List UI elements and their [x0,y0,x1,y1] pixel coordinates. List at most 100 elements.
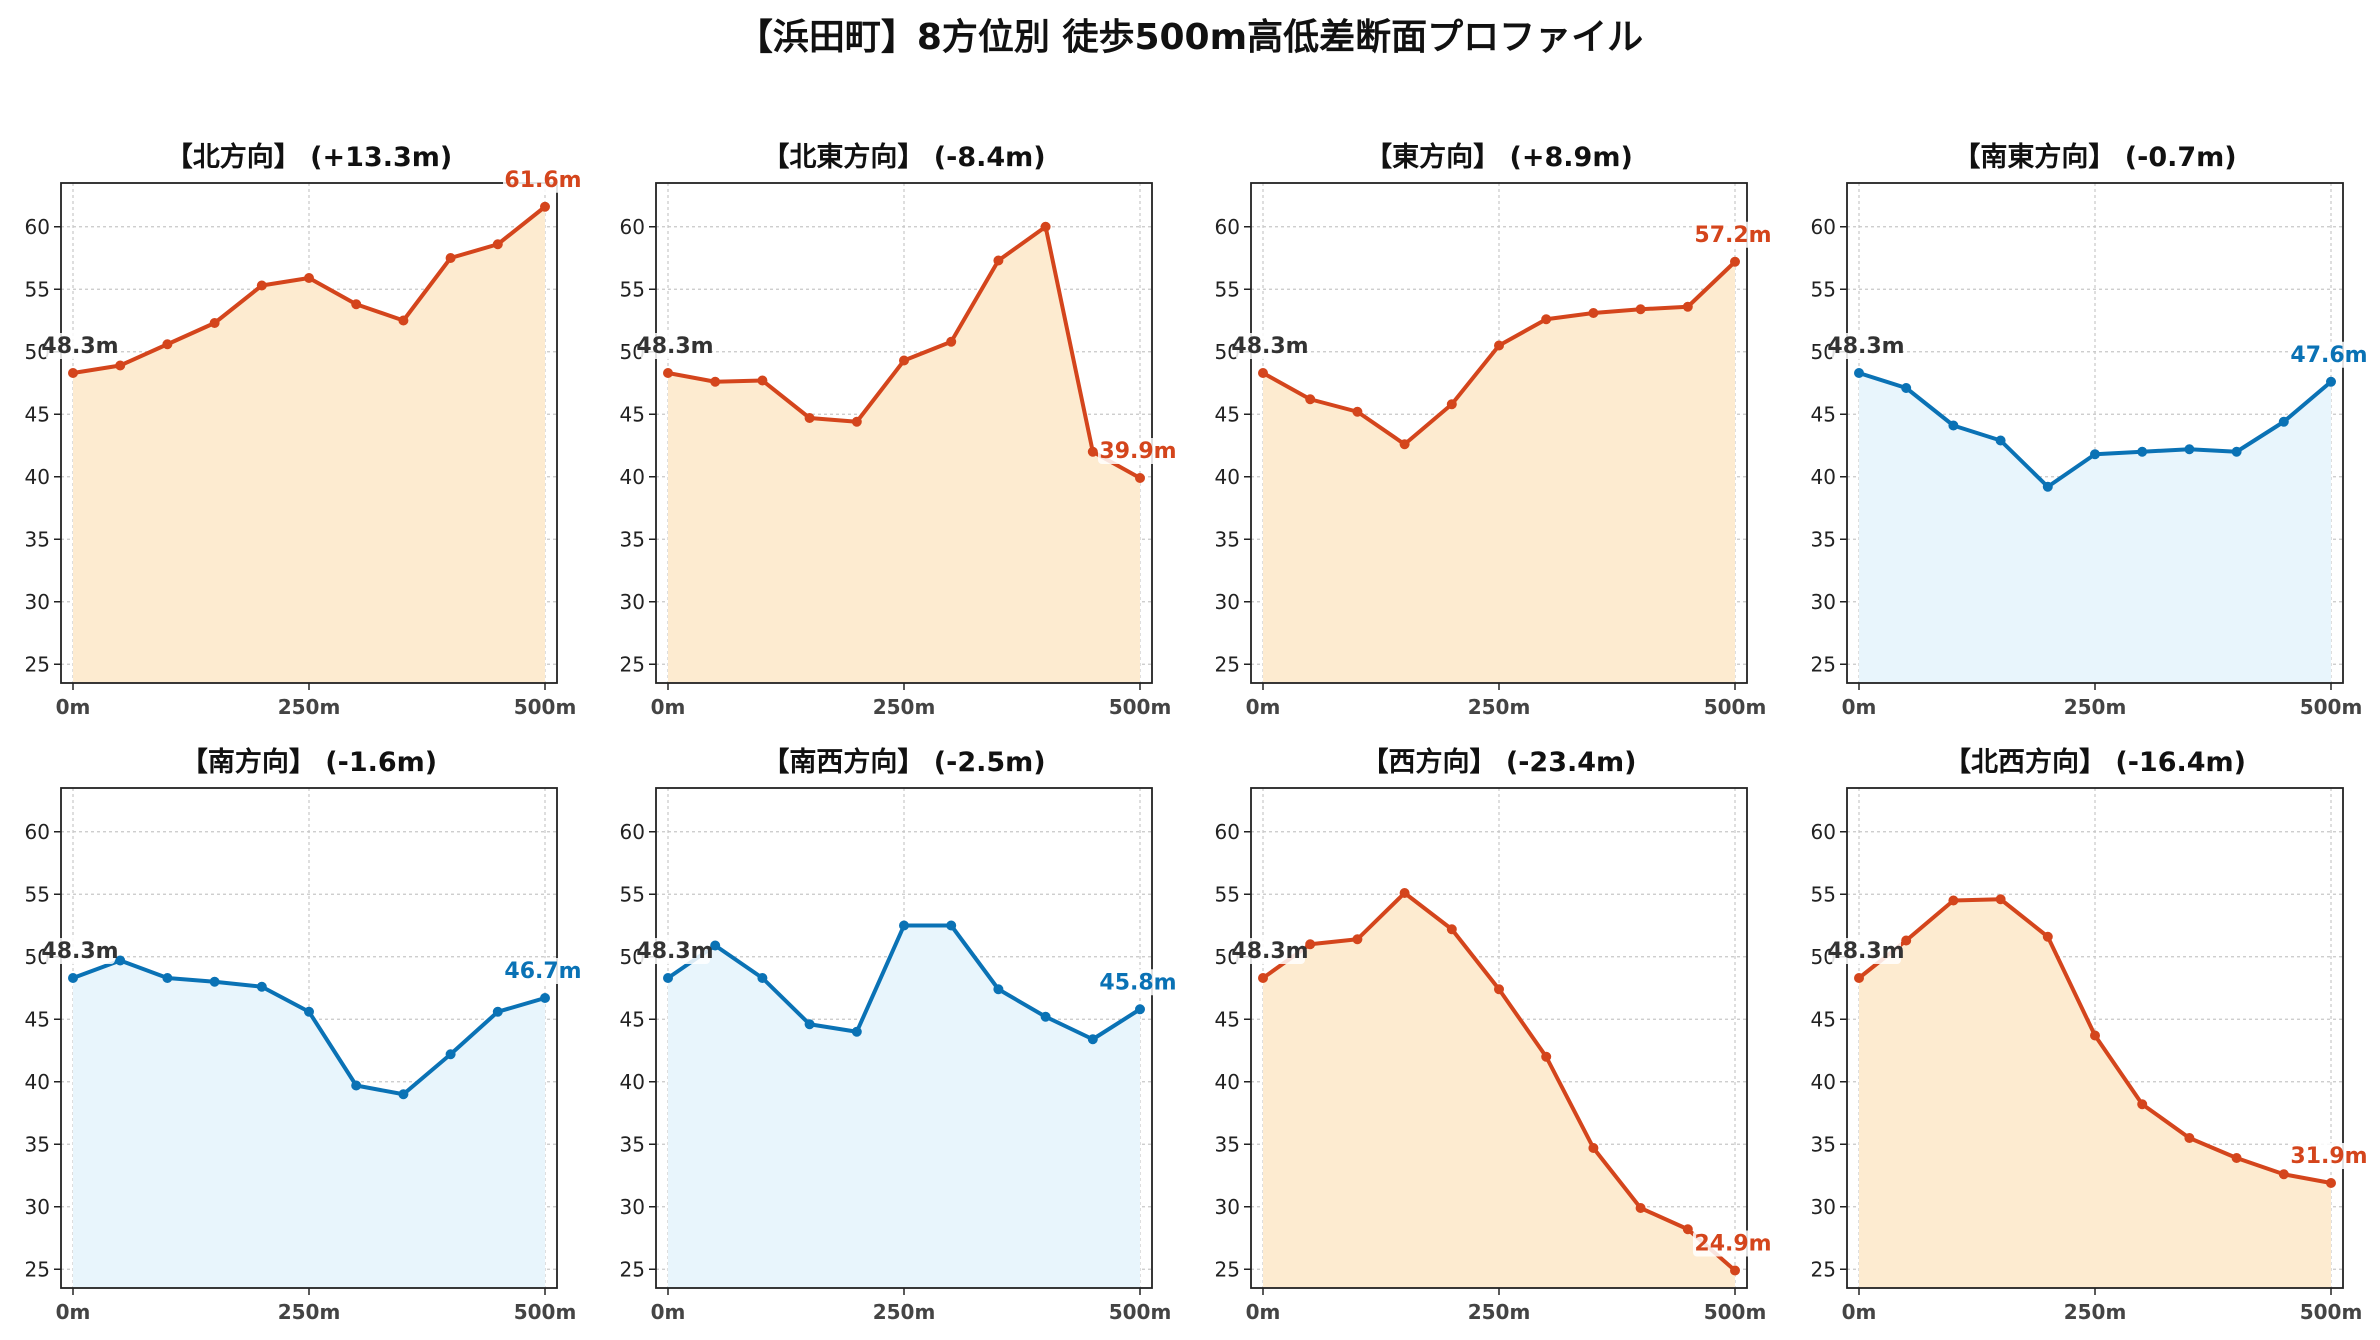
y-tick-label: 25 [620,652,645,676]
x-tick-label: 250m [278,695,341,719]
data-point [1730,1265,1740,1276]
panel-title: 【北東方向】 (-8.4m) [762,141,1045,173]
data-point [851,416,862,427]
x-tick-label: 500m [514,1300,577,1324]
y-tick-label: 35 [620,527,645,551]
data-point [2231,446,2242,457]
data-point [2326,376,2336,387]
data-point [1901,383,1912,393]
end-label: 47.6m [2290,343,2367,368]
start-label-bg [640,938,710,964]
data-point [899,355,909,366]
data-point [304,273,314,283]
data-point [398,315,409,326]
end-label-bg [503,958,583,984]
start-label-bg [1831,333,1901,359]
data-point [1588,1143,1599,1153]
y-tick-label: 45 [1215,402,1240,426]
x-tick-label: 500m [2300,695,2363,719]
x-tick-label: 250m [873,695,936,719]
data-point [1948,420,1959,431]
end-label-bg [1098,969,1178,996]
data-point [304,1006,314,1017]
y-tick-label: 30 [1811,590,1836,614]
data-point [68,973,78,983]
y-tick-label: 35 [620,1132,645,1156]
y-tick-label: 40 [1215,1070,1240,1094]
x-tick-label: 0m [1246,695,1281,719]
x-tick-label: 500m [1704,1300,1767,1324]
data-point [2137,1099,2148,1110]
data-point [2184,444,2195,455]
data-point [256,280,267,291]
data-point [398,1089,409,1100]
data-point [1494,340,1504,351]
data-point [1948,895,1959,906]
x-tick-label: 250m [278,1300,341,1324]
start-label-bg [1235,333,1305,359]
y-tick-label: 30 [25,590,50,614]
data-point [663,368,673,378]
data-point [2278,416,2289,427]
data-point [2278,1169,2289,1180]
y-tick-label: 60 [1811,820,1836,844]
start-label-bg [45,333,115,359]
y-tick-label: 60 [620,215,645,239]
data-point [1541,314,1552,325]
data-point [710,376,721,387]
y-tick-label: 55 [1215,882,1240,906]
data-point [804,1019,815,1030]
x-tick-label: 0m [651,1300,686,1324]
x-tick-label: 0m [1842,695,1877,719]
area-fill [668,226,1140,683]
start-label: 48.3m [41,334,118,359]
y-tick-label: 55 [25,882,50,906]
end-label-bg [1693,1230,1773,1257]
data-point [1541,1051,1552,1062]
x-tick-label: 0m [56,695,91,719]
y-tick-label: 40 [1215,465,1240,489]
x-tick-label: 500m [2300,1300,2363,1324]
data-point [540,993,550,1003]
start-label: 48.3m [1827,939,1904,964]
data-point [993,984,1004,995]
y-tick-label: 60 [1215,215,1240,239]
data-point [1399,888,1410,898]
x-tick-label: 0m [1246,1300,1281,1324]
y-tick-label: 55 [1811,882,1836,906]
start-label-bg [1831,938,1901,964]
data-point [1494,984,1504,995]
y-tick-label: 45 [1811,402,1836,426]
y-tick-label: 25 [1215,652,1240,676]
start-label-bg [45,938,115,964]
data-point [1258,973,1268,983]
end-label-bg [2289,341,2369,368]
data-point [1901,935,1912,946]
end-label-bg [1693,221,1773,248]
y-tick-label: 35 [1811,527,1836,551]
panel-title: 【南方向】 (-1.6m) [181,746,437,778]
x-tick-label: 500m [514,695,577,719]
x-tick-label: 0m [56,1300,91,1324]
data-point [1399,439,1410,450]
y-tick-label: 30 [1811,1195,1836,1219]
y-tick-label: 40 [25,465,50,489]
start-label: 48.3m [41,939,118,964]
data-point [1446,924,1457,935]
data-point [757,973,768,983]
area-fill [1859,899,2331,1288]
x-tick-label: 250m [2064,1300,2127,1324]
y-tick-label: 30 [1215,590,1240,614]
y-tick-label: 30 [620,1195,645,1219]
data-point [946,336,957,347]
x-tick-label: 500m [1109,695,1172,719]
y-tick-label: 40 [1811,1070,1836,1094]
data-point [1135,473,1145,483]
y-tick-label: 45 [1811,1007,1836,1031]
data-point [115,360,126,371]
x-tick-label: 500m [1109,1300,1172,1324]
